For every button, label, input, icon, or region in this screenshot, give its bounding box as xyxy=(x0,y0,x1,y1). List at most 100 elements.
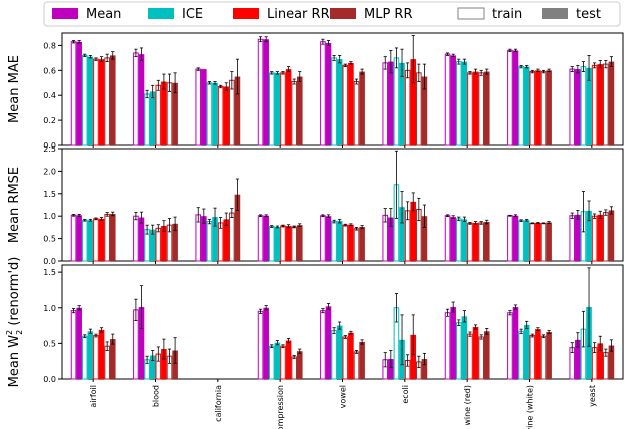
bar-ice-train xyxy=(455,322,462,380)
bar-ice-test xyxy=(274,342,281,379)
bar-ice-train xyxy=(144,93,150,146)
y-tick-label: 0.4 xyxy=(43,91,56,100)
bar-ice-train xyxy=(331,221,337,262)
bar-mlp-rr-train xyxy=(291,226,297,262)
bar-mean-test xyxy=(450,55,456,145)
bar-ice-train xyxy=(81,335,88,380)
bar-mean-test xyxy=(512,307,519,379)
bar-mlp-rr-train xyxy=(540,335,547,380)
bar-mean-test xyxy=(76,41,82,145)
bar-ice-train xyxy=(81,219,88,262)
bar-mean-test xyxy=(575,214,581,261)
bar-mean-train xyxy=(569,215,576,262)
x-tick-label-8: yeast xyxy=(588,385,597,407)
bar-mlp-rr-test xyxy=(234,76,241,145)
bar-ice-train xyxy=(206,82,213,146)
bar-mlp-rr-train xyxy=(104,213,110,262)
bar-mean-train xyxy=(444,312,451,380)
bar-ice-train xyxy=(268,72,275,146)
bar-linear-rr-train xyxy=(467,72,473,146)
bar-linear-rr-train xyxy=(93,335,99,380)
bar-mean-train xyxy=(257,215,264,262)
y-tick-label: 0.6 xyxy=(43,66,56,75)
legend-swatch-mean xyxy=(52,8,78,19)
bar-mlp-rr-train xyxy=(540,222,547,262)
bar-mean-train xyxy=(320,310,326,380)
bar-linear-rr-train xyxy=(155,227,162,262)
bar-mlp-rr-test xyxy=(296,225,303,261)
bar-ice-train xyxy=(518,66,524,146)
y-tick-label: 0.5 xyxy=(43,339,56,348)
bar-mlp-rr-train xyxy=(291,356,297,380)
bar-linear-rr-test xyxy=(348,332,354,379)
bar-mlp-rr-test xyxy=(359,341,365,379)
y-axis-label: Mean W22 (renorm'd) xyxy=(5,257,24,388)
bar-linear-rr-test xyxy=(161,226,167,261)
y-tick-label: 2.0 xyxy=(43,167,56,176)
bar-mlp-rr-test xyxy=(483,331,490,379)
y-tick-label: 2.5 xyxy=(43,145,56,154)
bar-linear-rr-test xyxy=(348,62,354,145)
bar-mlp-rr-train xyxy=(104,345,110,380)
bar-mlp-rr-test xyxy=(421,76,428,145)
bar-linear-rr-test xyxy=(410,334,417,379)
bar-linear-rr-train xyxy=(404,69,411,146)
bar-linear-rr-test xyxy=(285,340,292,379)
bar-linear-rr-test xyxy=(348,224,354,261)
bar-mlp-rr-train xyxy=(540,71,547,146)
x-tick-labels: airfoil blood california ompression vowel eco… xyxy=(89,385,597,429)
bar-mean-train xyxy=(70,310,77,380)
bar-mlp-rr-train xyxy=(603,212,609,262)
panel-3: 0.0 0.5 1.0 1.5 Mean W22 (renorm'd) xyxy=(5,257,624,388)
bar-linear-rr-train xyxy=(529,335,536,380)
bar-ice-test xyxy=(336,221,343,261)
bar-ice-test xyxy=(586,67,592,145)
bar-linear-rr-train xyxy=(342,336,349,380)
bar-linear-rr-test xyxy=(98,59,105,146)
bar-ice-test xyxy=(523,66,530,145)
chart-legend: Mean ICE Linear RR MLP RR train test xyxy=(43,1,621,27)
bar-mean-train xyxy=(569,68,576,146)
bar-mean-test xyxy=(325,42,332,146)
x-tick-label-0: airfoil xyxy=(89,385,98,408)
y-tick-label: 0.5 xyxy=(43,235,56,244)
legend-swatch-linear-rr xyxy=(233,8,259,19)
bar-linear-rr-test xyxy=(597,214,604,261)
bar-mlp-rr-test xyxy=(109,55,116,145)
bar-mean-train xyxy=(320,215,326,262)
y-tick-label: 1.5 xyxy=(43,268,56,277)
bar-linear-rr-train xyxy=(93,218,99,262)
bar-mlp-rr-test xyxy=(172,82,178,145)
bar-mean-train xyxy=(133,52,139,146)
bar-mlp-rr-test xyxy=(608,345,615,379)
bar-ice-train xyxy=(518,220,524,262)
bar-ice-train xyxy=(331,330,337,380)
bar-mean-train xyxy=(70,41,77,146)
bar-linear-rr-test xyxy=(161,349,167,379)
y-tick-label: 1.0 xyxy=(43,304,56,313)
bar-mlp-rr-test xyxy=(483,222,490,261)
bar-mean-train xyxy=(507,215,513,262)
bar-linear-rr-test xyxy=(161,81,167,145)
bar-ice-test xyxy=(523,220,530,261)
bar-linear-rr-train xyxy=(155,84,162,146)
bar-mean-train xyxy=(133,215,139,262)
bar-mlp-rr-test xyxy=(546,222,552,261)
bar-linear-rr-train xyxy=(467,222,473,262)
bar-linear-rr-train xyxy=(529,71,536,146)
bar-mean-test xyxy=(325,306,332,379)
x-tick-label-6: wine (red) xyxy=(463,385,472,426)
bar-ice-train xyxy=(206,221,213,262)
bar-ice-test xyxy=(523,324,530,379)
bar-linear-rr-train xyxy=(591,215,598,262)
bar-ice-test xyxy=(149,355,156,379)
bar-mlp-rr-test xyxy=(421,216,428,261)
bar-ice-test xyxy=(212,82,218,145)
x-tick-label-4: vowel xyxy=(339,385,348,408)
bar-mlp-rr-test xyxy=(608,61,615,145)
bar-ice-train xyxy=(81,54,88,146)
bar-ice-test xyxy=(336,59,343,146)
bar-linear-rr-test xyxy=(98,329,105,379)
bar-mlp-rr-train xyxy=(603,63,609,146)
